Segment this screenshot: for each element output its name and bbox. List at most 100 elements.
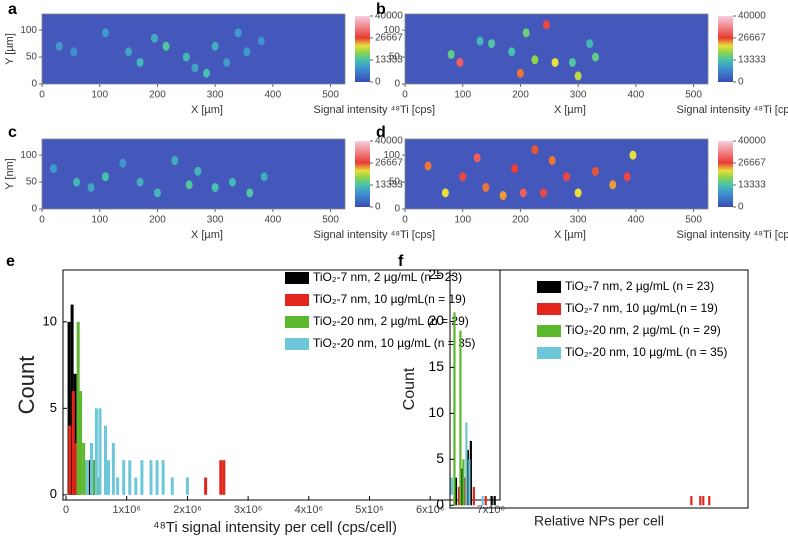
x-tick-label: 300 (207, 215, 224, 226)
legend-swatch (285, 316, 309, 328)
colorbar-tick-label: 40000 (738, 136, 766, 147)
colorbar-tick-label: 26667 (738, 158, 766, 169)
legend-swatch (537, 347, 561, 359)
spot (586, 39, 594, 49)
legend-label: TiO₂-20 nm, 10 µg/mL (n = 35) (565, 345, 727, 359)
spot (522, 28, 530, 38)
bar (462, 459, 465, 506)
bar (185, 477, 189, 495)
x-tick-label: 6x10⁶ (416, 504, 444, 516)
spot (548, 156, 556, 166)
spot (540, 188, 548, 198)
bar (103, 425, 107, 495)
y-tick-label: 100 (383, 25, 400, 36)
spot (482, 182, 490, 192)
bar (128, 460, 132, 495)
heatmap-background (42, 14, 345, 84)
x-tick-label: 0 (402, 215, 408, 226)
spot (531, 145, 539, 155)
x-tick-label: 200 (149, 90, 166, 101)
legend-label: TiO₂-7 nm, 2 µg/mL (n = 23) (313, 270, 462, 284)
y-tick-label: 25 (428, 266, 444, 282)
x-tick-label: 300 (570, 90, 587, 101)
bar (68, 425, 72, 495)
legend-label: TiO₂-7 nm, 10 µg/mL(n = 19) (313, 292, 466, 306)
spot (473, 153, 481, 163)
y-tick-label: 0 (50, 486, 57, 501)
legend-swatch (285, 294, 309, 306)
y-tick-label: 20 (428, 312, 444, 328)
x-tick-label: 3x10⁶ (234, 504, 262, 516)
x-tick-label: 300 (570, 215, 587, 226)
spot (629, 150, 637, 160)
legend-label: TiO₂-7 nm, 10 µg/mL(n = 19) (565, 301, 718, 315)
x-tick-label: 400 (628, 90, 645, 101)
spot (101, 172, 109, 182)
spot (182, 52, 190, 62)
spot (488, 39, 496, 49)
spot (171, 156, 179, 166)
spot (136, 57, 144, 67)
x-axis-label: ⁴⁸Ti signal intensity per cell (cps/cell… (153, 519, 397, 536)
bar (468, 459, 471, 506)
spot (531, 55, 539, 65)
spot (125, 47, 133, 57)
spot (609, 180, 617, 190)
x-axis-label: Relative NPs per cell (534, 513, 664, 529)
colorbar-tick-label: 13333 (738, 180, 766, 191)
spot (591, 166, 599, 176)
bar (76, 321, 80, 495)
spot (55, 41, 63, 51)
y-tick-label: 15 (428, 358, 444, 374)
x-tick-label: 300 (207, 90, 224, 101)
x-tick-label: 400 (628, 215, 645, 226)
colorbar (355, 16, 370, 82)
legend-label: TiO₂-20 nm, 10 µg/mL (n = 35) (313, 336, 475, 350)
x-axis-label: X [µm] (191, 104, 223, 116)
legend-swatch (537, 303, 561, 315)
colorbar-tick-label: 26667 (738, 33, 766, 44)
spot (424, 161, 432, 171)
spot (191, 63, 199, 73)
spot (516, 68, 524, 78)
spot (542, 20, 550, 30)
x-tick-label: 200 (149, 215, 166, 226)
bar (460, 468, 464, 506)
colorbar-tick-label: 40000 (375, 136, 403, 147)
bar (122, 460, 126, 495)
x-tick-label: 0 (402, 90, 408, 101)
colorbar (718, 141, 733, 207)
colorbar-tick-label: 26667 (375, 33, 403, 44)
y-tick-label: 10 (428, 404, 444, 420)
spot (568, 57, 576, 67)
x-tick-label: 200 (512, 215, 529, 226)
panel-letter: c (8, 124, 17, 141)
bar (463, 477, 466, 506)
spot (73, 177, 81, 187)
spot (441, 188, 449, 198)
y-tick-label: 50 (389, 52, 401, 63)
spot (623, 172, 631, 182)
bar (67, 321, 71, 495)
y-tick-label: 100 (20, 150, 37, 161)
x-tick-label: 2x10⁶ (173, 504, 201, 516)
bar (222, 460, 226, 495)
y-axis-label: Count (14, 356, 39, 415)
spot (563, 172, 571, 182)
bar (94, 408, 98, 495)
x-tick-label: 100 (454, 215, 471, 226)
bar (459, 330, 462, 506)
bar (79, 391, 83, 495)
bar (71, 391, 75, 495)
y-tick-label: 50 (26, 52, 38, 63)
x-tick-label: 100 (91, 215, 108, 226)
panel-letter: e (6, 253, 15, 270)
colorbar-tick-label: 0 (375, 77, 381, 88)
x-tick-label: 5x10⁶ (355, 504, 383, 516)
spot (101, 28, 109, 38)
bar (85, 460, 89, 495)
bar (98, 408, 102, 495)
spot (456, 57, 464, 67)
spots (55, 28, 265, 78)
